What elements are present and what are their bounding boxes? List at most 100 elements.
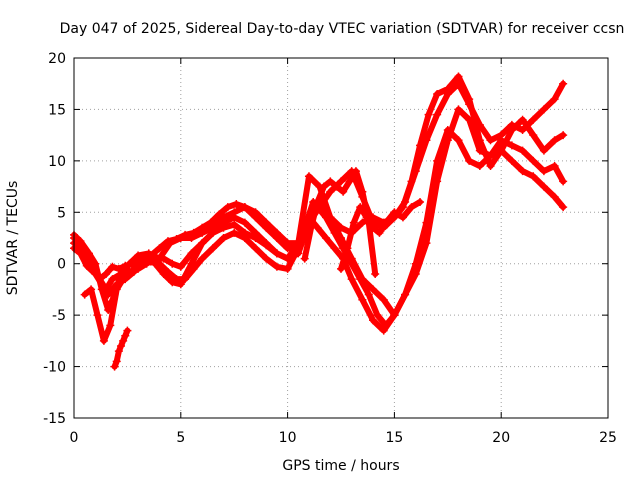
y-tick-label: 10 [48, 154, 66, 170]
data-point [272, 249, 281, 258]
data-point [550, 162, 559, 170]
x-tick-label: 20 [492, 430, 510, 446]
data-point [381, 218, 390, 227]
data-point [97, 285, 106, 294]
data-point [230, 220, 239, 229]
data-point [475, 162, 484, 170]
data-point [283, 239, 292, 248]
data-point [454, 72, 463, 81]
data-point [134, 259, 143, 268]
data-point [240, 203, 249, 212]
x-tick-label: 0 [70, 430, 79, 446]
data-point [433, 90, 442, 98]
chart-title: Day 047 of 2025, Sidereal Day-to-day VTE… [60, 21, 625, 37]
data-point [208, 228, 217, 237]
data-point [559, 131, 568, 140]
data-point [347, 275, 356, 284]
data-point [106, 321, 115, 330]
data-point [80, 290, 89, 299]
x-tick-label: 25 [599, 430, 617, 446]
data-point [390, 311, 399, 320]
data-point [433, 110, 442, 119]
data-point [330, 244, 339, 253]
data-point [486, 151, 495, 160]
data-point [187, 234, 196, 242]
data-point [433, 156, 442, 165]
data-point [93, 311, 102, 320]
data-point [262, 239, 271, 248]
data-point [87, 285, 96, 294]
data-series [70, 72, 568, 371]
data-point [272, 262, 281, 271]
data-point [369, 316, 378, 325]
data-point [379, 326, 388, 335]
data-point [475, 120, 484, 129]
data-point [507, 156, 516, 165]
y-tick-label: -10 [43, 360, 66, 376]
data-point [337, 177, 345, 186]
data-point [518, 146, 527, 155]
data-point [121, 331, 130, 340]
data-point [550, 136, 559, 145]
data-point [151, 259, 160, 268]
data-point [475, 146, 484, 155]
data-point [223, 203, 232, 212]
data-point [119, 336, 128, 345]
data-point [155, 254, 164, 263]
data-point [454, 79, 463, 88]
data-point [283, 264, 292, 273]
data-point [371, 270, 380, 278]
data-point [529, 131, 538, 140]
y-tick-label: 0 [57, 257, 66, 273]
data-point [550, 95, 559, 104]
series-track-7 [338, 199, 423, 272]
data-point [345, 177, 354, 186]
data-point [550, 192, 559, 201]
data-point [116, 342, 125, 350]
data-point [168, 278, 177, 287]
data-point [125, 270, 134, 278]
data-point [349, 218, 358, 227]
series-track-5 [81, 173, 398, 344]
data-point [364, 218, 373, 227]
data-point [358, 187, 367, 196]
data-point [339, 187, 348, 196]
x-tick-label: 15 [385, 430, 403, 446]
data-point [375, 228, 384, 237]
series-track-1 [71, 73, 567, 283]
data-point [198, 239, 207, 248]
data-point [539, 167, 548, 176]
data-point [364, 290, 373, 299]
data-point [251, 244, 260, 253]
data-point [358, 295, 367, 304]
data-point [159, 270, 168, 278]
data-point [559, 177, 568, 186]
data-point [304, 172, 313, 181]
data-point [343, 244, 352, 253]
data-point [219, 218, 228, 227]
data-point [518, 126, 527, 134]
data-point [251, 208, 260, 217]
data-point [176, 262, 185, 271]
data-point [198, 254, 207, 263]
data-point [518, 115, 527, 124]
y-tick-label: 20 [48, 51, 66, 67]
data-point [497, 146, 506, 155]
data-point [82, 261, 91, 270]
data-point [416, 198, 425, 206]
data-point [198, 228, 207, 237]
data-point [294, 239, 303, 248]
data-point [559, 79, 568, 88]
data-point [108, 262, 117, 271]
data-point [272, 228, 281, 237]
series-track-3 [71, 127, 567, 334]
data-point [166, 239, 175, 248]
data-point [559, 203, 568, 212]
data-point [313, 198, 322, 206]
data-point [379, 295, 388, 304]
data-point [307, 223, 316, 232]
data-point [119, 275, 128, 284]
data-point [176, 280, 185, 289]
data-point [529, 115, 538, 124]
